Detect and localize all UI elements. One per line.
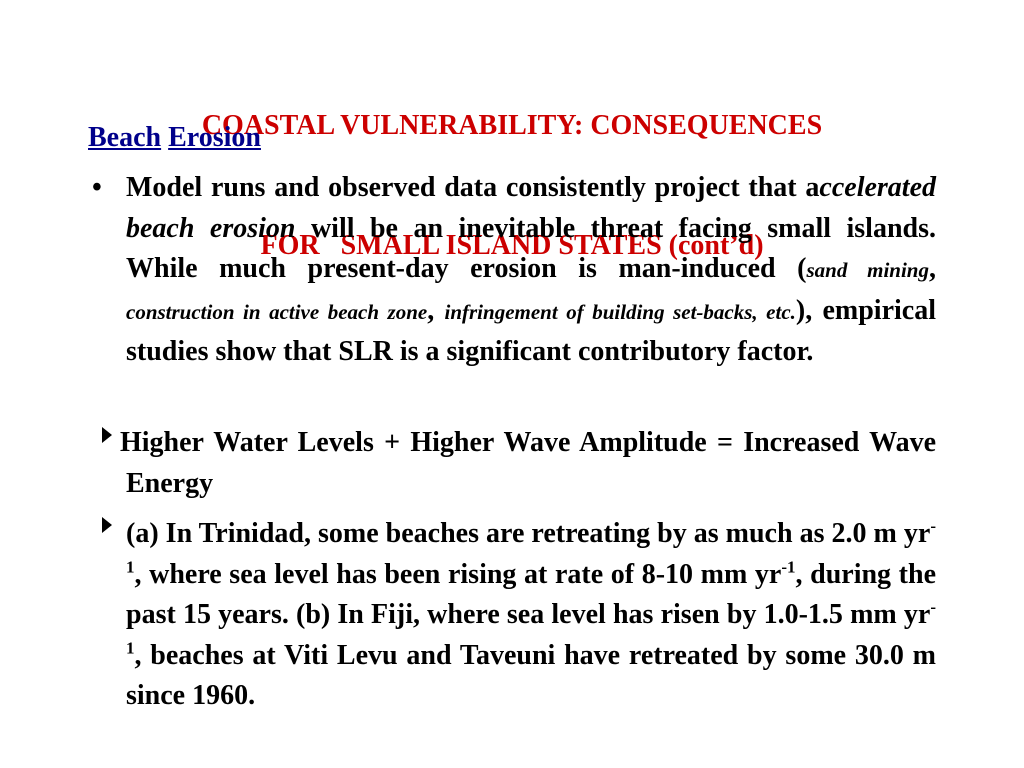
section-heading: Beach Erosion xyxy=(88,120,261,156)
slide-title-line-1: COASTAL VULNERABILITY: CONSEQUENCES xyxy=(201,110,823,141)
bullet-3-text-d: , beaches at Viti Levu and Taveuni have … xyxy=(126,639,936,712)
bullet-wave-energy: Higher Water Levels + Higher Wave Amplit… xyxy=(120,423,936,504)
bullet-3-text-c: , during the past 15 years. (b) In Fiji,… xyxy=(126,558,936,631)
bullet-3-text-a: (a) In Trinidad, some beaches are retrea… xyxy=(126,518,931,549)
bullet-1-italic-erosion: ccelerated beach erosion xyxy=(126,172,936,244)
arrow-bullet-icon xyxy=(102,427,112,443)
bullet-3-text-b: , where sea level has been rising at rat… xyxy=(134,558,782,590)
section-heading-word-erosion: Erosion xyxy=(168,122,261,153)
section-heading-word-beach: Beach xyxy=(88,122,162,153)
bullet-1-text-a: Model runs and observed data consistentl… xyxy=(126,172,820,203)
bullet-trinidad-fiji: (a) In Trinidad, some beaches are retrea… xyxy=(126,514,936,717)
bullet-dot-icon: • xyxy=(92,172,102,203)
bullet-3-sup-2: -1 xyxy=(781,557,796,577)
bullet-1-italic-sand-mining: sand mining xyxy=(806,258,929,282)
arrow-bullet-icon xyxy=(102,517,112,533)
bullet-1-italic-construction: construction in active beach zone xyxy=(126,299,428,324)
slide-title: COASTAL VULNERABILITY: CONSEQUENCES FOR … xyxy=(60,26,964,346)
bullet-1-text-b: will be an inevitable threat facing smal… xyxy=(126,212,937,285)
bullet-3-sup-1: -1 xyxy=(126,516,936,577)
bullet-model-runs: Model runs and observed data consistentl… xyxy=(126,168,936,373)
bullet-3-sup-3: -1 xyxy=(126,597,936,658)
bullet-2-text: Higher Water Levels + Higher Wave Amplit… xyxy=(120,427,936,499)
bullet-1-italic-infringement: infringement of building set-backs, etc. xyxy=(444,299,796,324)
slide-title-line-2: FOR SMALL ISLAND STATES (cont’d) xyxy=(260,230,764,261)
bullet-1-sep-2: , xyxy=(427,294,445,326)
bullet-1-text-c: ), empirical studies show that SLR is a … xyxy=(126,294,936,368)
bullet-1-sep-1: , xyxy=(929,253,936,284)
